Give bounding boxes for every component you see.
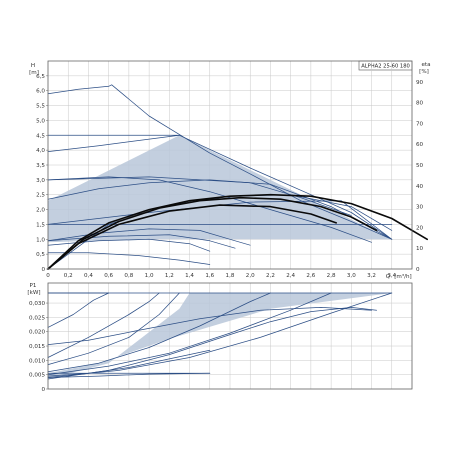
x-tick-label: 1,8	[226, 273, 235, 279]
x-tick-label: 2,4	[286, 273, 295, 279]
head-curve-thick	[47, 204, 337, 270]
x-tick-label: 2,6	[306, 273, 315, 279]
y-tick-label: 3,0	[36, 178, 45, 184]
operating-range-area	[48, 135, 392, 243]
flow-axis-label: Q	[386, 274, 391, 280]
x-tick-label: 1,4	[185, 273, 194, 279]
y-tick-label: 0,5	[36, 252, 45, 258]
x-tick-label: 1,2	[165, 273, 174, 279]
y-tick-label: 0,005	[29, 373, 45, 379]
head-plot-area: 0 0,5 1,0 1,5 2,0 2,5 3,0 3,5 4,0 4,5 5,0 5,5 6,0 6,5…	[36, 60, 428, 279]
performance-curve	[47, 176, 352, 216]
x-tick-label: 1,6	[205, 273, 214, 279]
eta-tick-label: 10	[416, 246, 424, 252]
performance-curve	[47, 292, 271, 373]
x-tick-label: 2,0	[246, 273, 255, 279]
x-tick-label: 0,6	[104, 273, 113, 279]
y-tick-label: 4,0	[36, 148, 45, 154]
performance-curve	[47, 292, 180, 365]
x-tick-label: 3,2	[367, 273, 376, 279]
performance-curve	[47, 200, 393, 240]
x-tick-label: 2,2	[266, 273, 275, 279]
x-tick-label: 0,8	[124, 273, 133, 279]
y-tick-label: 0	[41, 267, 45, 273]
y-tick-label: 0,015	[29, 344, 45, 350]
pump-model-label: ALPHA2 25-60 180	[361, 64, 410, 70]
performance-curve	[47, 234, 236, 249]
y-tick-label: 3,5	[36, 163, 45, 169]
x-tick-label: 0,2	[64, 273, 73, 279]
performance-curve	[47, 134, 393, 240]
eta-tick-label: 40	[416, 184, 424, 190]
power-axis-unit: [kW]	[27, 290, 40, 296]
performance-curve	[47, 176, 372, 243]
power-axis-label: P1	[30, 283, 37, 289]
performance-curve	[47, 292, 110, 328]
y-tick-label: 5,5	[36, 104, 45, 110]
eta-tick-label: 20	[416, 225, 424, 231]
y-tick-label: 4,5	[36, 133, 45, 139]
head-curve-thick	[47, 196, 378, 270]
eta-axis-label: eta	[421, 62, 430, 68]
performance-curve	[47, 84, 393, 240]
eta-tick-label: 70	[416, 121, 424, 127]
y-tick-label: 0,030	[29, 301, 45, 307]
eta-tick-label: 30	[416, 205, 424, 211]
performance-curve	[47, 252, 211, 265]
eta-axis-unit: [%]	[419, 69, 429, 75]
performance-curve	[47, 307, 377, 380]
performance-curve	[47, 349, 211, 377]
x-tick-label: 0,4	[84, 273, 93, 279]
x-tick-label: 2,8	[327, 273, 336, 279]
y-tick-label: 6,0	[36, 89, 45, 95]
x-tick-label: 1,0	[145, 273, 154, 279]
y-tick-label: 1,0	[36, 237, 45, 243]
y-tick-label: 2,0	[36, 208, 45, 214]
performance-curve	[47, 292, 393, 378]
x-tick-label: 3,4	[387, 273, 396, 279]
y-tick-label: 1,5	[36, 222, 45, 228]
head-curve-thick	[47, 193, 428, 270]
plot-frame	[47, 282, 413, 390]
eta-tick-label: 50	[416, 163, 424, 169]
head-axis-unit: [m]	[29, 70, 39, 76]
operating-range-area	[48, 293, 392, 379]
y-tick-label: 0	[41, 387, 45, 393]
eta-tick-label: 60	[416, 142, 424, 148]
y-tick-label: 5,0	[36, 118, 45, 124]
y-tick-label: 0,020	[29, 330, 45, 336]
flow-axis-unit: [m³/h]	[394, 273, 412, 280]
power-plot-area: 0 0,005 0,010 0,015 0,020 0,025 0,030	[29, 282, 413, 393]
performance-curve	[47, 179, 393, 240]
performance-curve	[47, 372, 211, 378]
eta-tick-label: 80	[416, 101, 424, 107]
eta-tick-label: 0	[416, 267, 420, 273]
y-tick-label: 0,010	[29, 358, 45, 364]
x-tick-label: 0	[46, 273, 50, 279]
performance-curve	[47, 292, 160, 358]
head-axis-label: H	[31, 63, 35, 69]
performance-curve	[47, 292, 332, 376]
y-tick-label: 6,5	[36, 74, 45, 80]
y-tick-label: 2,5	[36, 193, 45, 199]
x-tick-label: 3,0	[347, 273, 356, 279]
eta-tick-label: 90	[416, 80, 424, 86]
y-tick-label: 0,025	[29, 315, 45, 321]
performance-curve	[47, 307, 372, 345]
